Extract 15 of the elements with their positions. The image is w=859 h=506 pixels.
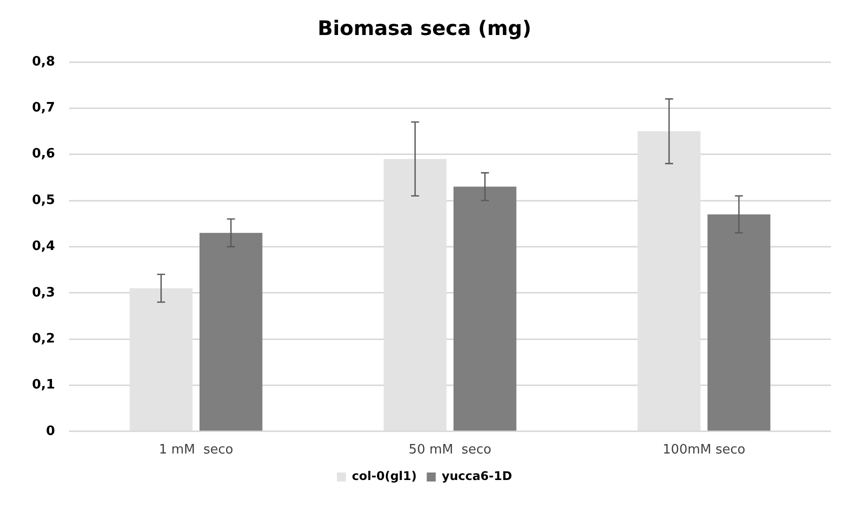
legend-label: yucca6-1D [442, 469, 512, 484]
chart-title: Biomasa seca (mg) [318, 16, 532, 40]
y-tick-label: 0,8 [32, 54, 56, 70]
y-tick-label: 0,7 [32, 100, 56, 116]
y-tick-label: 0,3 [32, 285, 56, 300]
y-tick-label: 0,4 [32, 239, 56, 254]
y-tick-label: 0 [46, 424, 56, 439]
legend-label: col-0(gl1) [352, 469, 417, 484]
x-tick-label: 50 mM seco [408, 442, 492, 458]
x-tick-label: 100mM seco [662, 442, 746, 458]
y-tick-label: 0,1 [32, 378, 56, 393]
y-tick-label: 0,6 [32, 146, 56, 162]
y-tick-label: 0,2 [32, 331, 56, 346]
x-tick-label: 1 mM seco [158, 442, 234, 458]
y-tick-label: 0,5 [32, 192, 56, 208]
